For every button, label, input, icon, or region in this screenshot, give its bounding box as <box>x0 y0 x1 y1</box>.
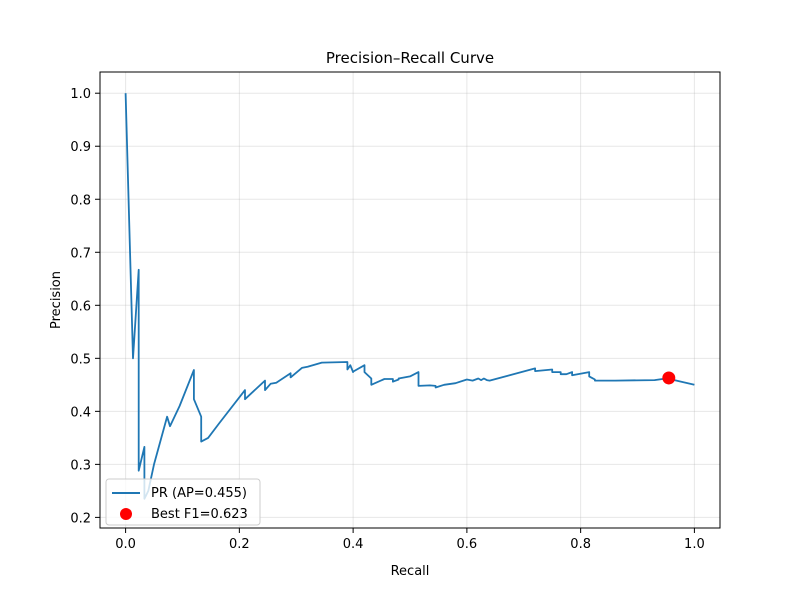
y-tick-label: 0.8 <box>70 193 91 208</box>
x-tick-label: 0.4 <box>343 537 364 552</box>
plot-frame <box>99 71 721 529</box>
y-tick-label: 0.7 <box>70 246 91 261</box>
legend: PR (AP=0.455) Best F1=0.623 <box>105 478 261 526</box>
x-tick-label: 0.6 <box>457 537 478 552</box>
y-tick-label: 0.6 <box>70 299 91 314</box>
x-tick-label: 1.0 <box>684 537 705 552</box>
point-layer <box>662 371 676 385</box>
x-tick-label: 0.0 <box>115 537 136 552</box>
y-tick-label: 0.4 <box>70 405 91 420</box>
pr-curve-line <box>124 93 695 500</box>
y-axis-label: Precision <box>49 271 64 329</box>
x-axis-label: Recall <box>391 564 430 579</box>
x-tick-label: 0.8 <box>570 537 591 552</box>
chart-title: Precision–Recall Curve <box>326 49 494 67</box>
y-ticks: 0.2 0.3 0.4 0.5 0.6 0.7 0.8 0.9 1.0 <box>70 87 100 526</box>
legend-label-pr: PR (AP=0.455) <box>151 486 247 501</box>
legend-label-best-f1: Best F1=0.623 <box>151 507 248 522</box>
best-f1-point <box>662 371 676 385</box>
grid <box>100 72 720 528</box>
y-tick-label: 1.0 <box>70 87 91 102</box>
x-ticks: 0.0 0.2 0.4 0.6 0.8 1.0 <box>115 528 705 552</box>
legend-box <box>105 478 261 526</box>
x-tick-label: 0.2 <box>229 537 250 552</box>
y-tick-label: 0.9 <box>70 140 91 155</box>
y-tick-label: 0.3 <box>70 458 91 473</box>
legend-point-swatch <box>120 508 132 520</box>
series-layer <box>124 93 695 500</box>
y-tick-label: 0.5 <box>70 352 91 367</box>
y-tick-label: 0.2 <box>70 511 91 526</box>
